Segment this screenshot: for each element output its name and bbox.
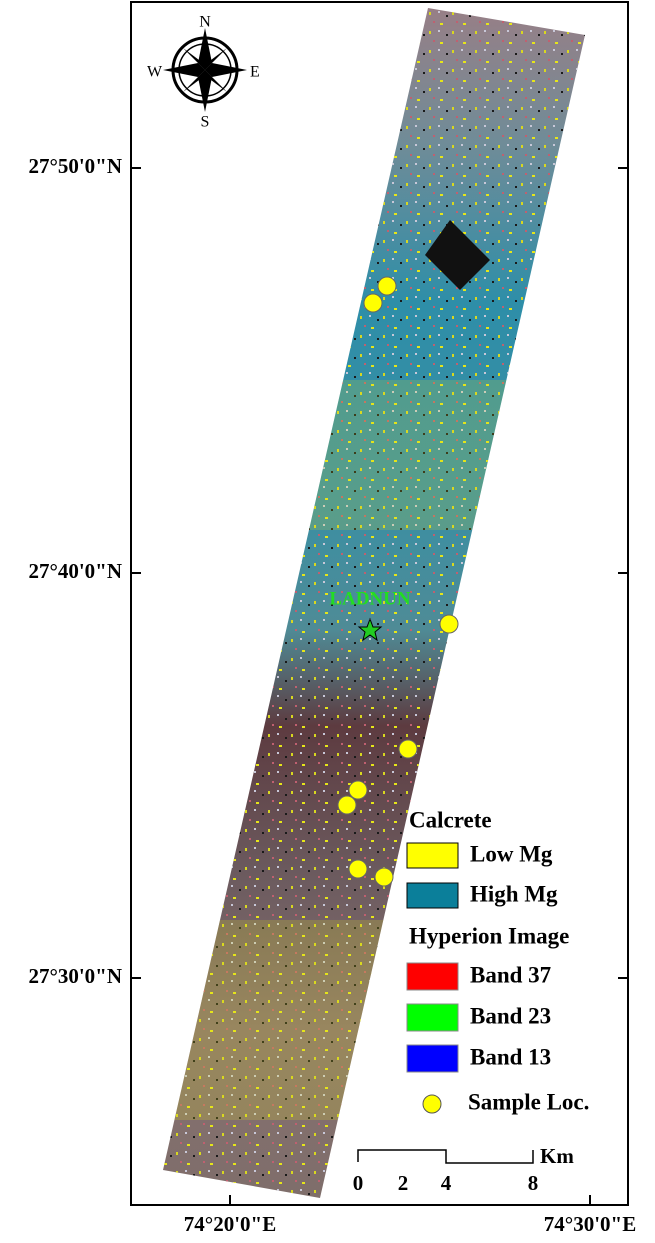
sample-location bbox=[399, 740, 417, 758]
longitude-label: 74°30'0"E bbox=[544, 1212, 636, 1236]
legend-label: High Mg bbox=[470, 881, 558, 906]
sample-location bbox=[440, 615, 458, 633]
legend-swatch bbox=[423, 1095, 441, 1113]
legend-swatch bbox=[407, 963, 458, 990]
compass-s: S bbox=[201, 114, 210, 131]
legend: Calcrete Low Mg High Mg Hyperion Image B… bbox=[407, 807, 589, 1114]
compass-e: E bbox=[250, 64, 260, 81]
sample-location bbox=[375, 868, 393, 886]
scale-bar bbox=[358, 1150, 533, 1163]
longitude-label: 74°20'0"E bbox=[184, 1212, 276, 1236]
sample-location bbox=[338, 796, 356, 814]
sample-location bbox=[378, 277, 396, 295]
legend-swatch bbox=[407, 843, 458, 868]
compass: N S E W bbox=[147, 14, 260, 131]
legend-swatch bbox=[407, 1045, 458, 1072]
latitude-label: 27°30'0"N bbox=[28, 964, 122, 988]
scale-label: 4 bbox=[441, 1171, 452, 1195]
sample-location bbox=[364, 294, 382, 312]
legend-title: Hyperion Image bbox=[409, 923, 569, 948]
map: 27°50'0"N 27°40'0"N 27°30'0"N 74°20'0"E … bbox=[0, 0, 655, 1243]
legend-label: Band 23 bbox=[470, 1003, 551, 1028]
legend-swatch bbox=[407, 883, 458, 908]
legend-label: Band 37 bbox=[470, 962, 551, 987]
compass-n: N bbox=[199, 14, 211, 31]
scale-label: 8 bbox=[528, 1171, 539, 1195]
legend-label: Low Mg bbox=[470, 841, 553, 866]
latitude-label: 27°50'0"N bbox=[28, 154, 122, 178]
legend-swatch bbox=[407, 1004, 458, 1031]
town-label: LADNUN bbox=[329, 588, 411, 609]
scale-unit: Km bbox=[540, 1144, 574, 1168]
sample-location bbox=[349, 860, 367, 878]
scale-label: 0 bbox=[353, 1171, 364, 1195]
latitude-label: 27°40'0"N bbox=[28, 559, 122, 583]
legend-title: Calcrete bbox=[409, 807, 492, 832]
sample-location bbox=[349, 781, 367, 799]
scale-label: 2 bbox=[398, 1171, 409, 1195]
legend-label: Band 13 bbox=[470, 1044, 551, 1069]
legend-label: Sample Loc. bbox=[468, 1089, 589, 1114]
compass-w: W bbox=[147, 64, 163, 81]
